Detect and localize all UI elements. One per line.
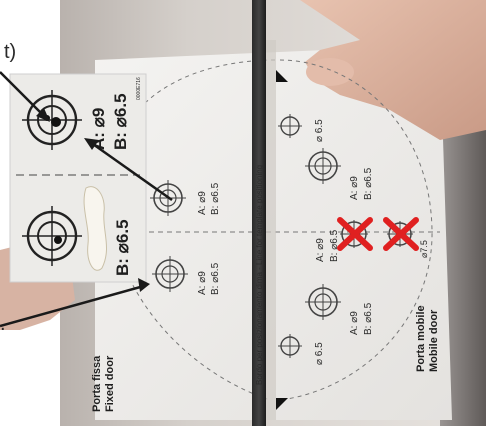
hand [300,0,486,140]
hole-right-mid-a: A: ⌀9 [315,238,326,262]
single-hole-bottom-label: ⌀ 6.5 [314,342,325,365]
inset-label-b: B: ⌀6.5 [111,93,130,150]
thumb [306,58,354,86]
center-strip-text: Bordo per posizionamento dima - Line for… [255,165,264,385]
hole-right-small-bottom [278,334,302,358]
template-outline-left [108,59,276,401]
hole-right-lower [305,284,341,320]
inset-label-b2: B: ⌀6.5 [113,219,132,276]
arrow-to-lower-hole [0,278,150,328]
arrow-to-inset-hole [0,71,50,122]
mobile-door-label-en: Mobile door [428,309,440,372]
single-hole-crossed-label: ⌀7.5 [419,240,429,258]
hole-right-lower-b: B: ⌀6.5 [363,302,374,335]
hole-right-upper-b: B: ⌀6.5 [363,167,374,200]
hole-left-bottom-b: B: ⌀6.5 [210,262,221,295]
fixed-door-label-en: Fixed door [104,355,116,412]
red-cross-1 [337,217,373,251]
fixed-door-label-it: Porta fissa [91,355,103,412]
mobile-door-label-it: Porta mobile [415,305,427,372]
hole-right-upper-a: A: ⌀9 [349,176,360,200]
hole-right-mid-b: B: ⌀6.5 [329,229,340,262]
inset-code: 0000E716 [136,77,142,100]
single-hole-top-label: ⌀ 6.5 [314,119,325,142]
inset-hole-bottom [22,206,82,266]
caption-fragment-bottom: . [0,313,6,335]
hole-left-bottom [152,256,188,292]
hole-left-bottom-a: A: ⌀9 [197,271,208,295]
inset-scratch-mark [83,186,107,271]
marker-triangle-bottom [276,398,288,410]
hole-right-lower-a: A: ⌀9 [349,311,360,335]
hole-right-upper [305,148,341,184]
template-outline-right [279,59,433,401]
positioning-bar [252,0,266,426]
arrow-inset-to-template [84,138,173,202]
caption-fragment-top: t) [4,41,16,63]
red-cross-2 [383,217,419,251]
hole-right-small-top [278,114,302,138]
marker-triangle-top [276,70,288,82]
hole-left-top-a: A: ⌀9 [197,191,208,215]
hole-left-top-b: B: ⌀6.5 [210,182,221,215]
inset-closeup: 0000E716 A: ⌀9 B: ⌀6.5 B: ⌀6.5 [9,73,147,283]
